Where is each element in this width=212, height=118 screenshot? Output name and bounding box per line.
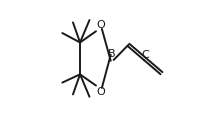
Text: O: O (96, 87, 105, 97)
Text: O: O (96, 20, 105, 30)
Text: C: C (142, 50, 149, 60)
Text: B: B (108, 49, 116, 59)
